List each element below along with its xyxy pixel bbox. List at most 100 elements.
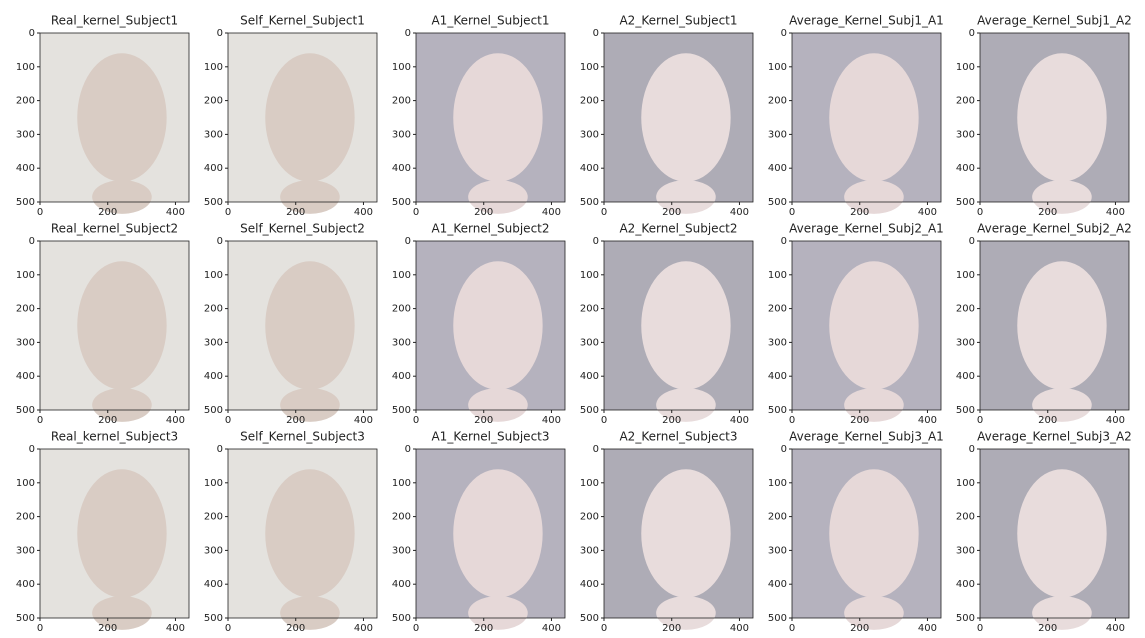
neck: [92, 596, 152, 630]
y-tick-label: 300: [956, 545, 975, 556]
x-tick-label: 400: [542, 207, 561, 218]
axes-title: Self_Kernel_Subject3: [240, 430, 365, 444]
x-tick-label: 400: [1106, 207, 1125, 218]
face: [829, 261, 919, 390]
neck: [280, 180, 340, 214]
neck: [468, 596, 528, 630]
y-tick-label: 100: [392, 62, 411, 73]
y-tick-label: 0: [29, 236, 35, 247]
y-tick-label: 400: [16, 371, 35, 382]
y-tick-label: 200: [580, 96, 599, 107]
x-tick-label: 200: [662, 415, 681, 426]
neck: [844, 180, 904, 214]
axes-title: A1_Kernel_Subject3: [431, 430, 549, 444]
x-tick-label: 0: [789, 207, 795, 218]
face: [453, 469, 543, 598]
axes-title: Self_Kernel_Subject1: [240, 14, 365, 28]
axes-title: Average_Kernel_Subj2_A2: [977, 222, 1132, 236]
axes-title: Average_Kernel_Subj1_A1: [789, 14, 944, 28]
neck: [656, 596, 716, 630]
y-tick-label: 200: [956, 96, 975, 107]
y-tick-label: 400: [768, 163, 787, 174]
x-tick-label: 0: [225, 207, 231, 218]
x-tick-label: 400: [542, 623, 561, 634]
y-tick-label: 0: [217, 28, 223, 39]
axes-title: A1_Kernel_Subject2: [431, 222, 549, 236]
x-tick-label: 200: [286, 207, 305, 218]
y-tick-label: 200: [956, 512, 975, 523]
y-tick-label: 300: [956, 337, 975, 348]
y-tick-label: 100: [16, 270, 35, 281]
y-tick-label: 200: [204, 304, 223, 315]
x-tick-label: 400: [166, 623, 185, 634]
axes-title: A2_Kernel_Subject2: [619, 222, 737, 236]
face: [453, 53, 543, 182]
y-tick-label: 500: [392, 197, 411, 208]
x-tick-label: 0: [413, 623, 419, 634]
y-tick-label: 500: [204, 613, 223, 624]
face: [641, 53, 731, 182]
x-tick-label: 0: [977, 415, 983, 426]
x-tick-label: 400: [1106, 623, 1125, 634]
axes-title: Average_Kernel_Subj1_A2: [977, 14, 1132, 28]
x-tick-label: 0: [37, 207, 43, 218]
x-tick-label: 0: [789, 623, 795, 634]
x-tick-label: 200: [850, 207, 869, 218]
axes-frame: [603, 240, 754, 411]
face: [641, 261, 731, 390]
axes-frame: [979, 448, 1130, 619]
x-tick-label: 0: [225, 415, 231, 426]
y-tick-label: 0: [593, 236, 599, 247]
x-tick-label: 0: [37, 623, 43, 634]
face: [1017, 469, 1107, 598]
axes-frame: [979, 240, 1130, 411]
x-tick-label: 200: [662, 623, 681, 634]
neck: [280, 596, 340, 630]
x-tick-label: 200: [1038, 623, 1057, 634]
x-tick-label: 0: [225, 623, 231, 634]
y-tick-label: 0: [217, 444, 223, 455]
axes-frame: [39, 240, 190, 411]
y-tick-label: 0: [593, 444, 599, 455]
y-tick-label: 200: [580, 304, 599, 315]
y-tick-label: 500: [768, 197, 787, 208]
y-tick-label: 500: [16, 613, 35, 624]
y-tick-label: 300: [580, 337, 599, 348]
x-tick-label: 200: [850, 415, 869, 426]
neck: [1032, 180, 1092, 214]
neck: [280, 388, 340, 422]
y-tick-label: 500: [392, 405, 411, 416]
y-tick-label: 400: [580, 163, 599, 174]
y-tick-label: 300: [580, 545, 599, 556]
x-tick-label: 400: [354, 623, 373, 634]
y-tick-label: 0: [969, 236, 975, 247]
y-tick-label: 300: [580, 129, 599, 140]
y-tick-label: 500: [580, 197, 599, 208]
y-tick-label: 0: [405, 236, 411, 247]
y-tick-label: 500: [204, 197, 223, 208]
y-tick-label: 300: [392, 337, 411, 348]
y-tick-label: 500: [580, 405, 599, 416]
y-tick-label: 500: [768, 613, 787, 624]
y-tick-label: 100: [956, 478, 975, 489]
x-tick-label: 0: [977, 207, 983, 218]
y-tick-label: 100: [580, 62, 599, 73]
neck: [468, 180, 528, 214]
y-tick-label: 400: [768, 371, 787, 382]
axes-title: A2_Kernel_Subject3: [619, 430, 737, 444]
axes-frame: [227, 240, 378, 411]
y-tick-label: 500: [580, 613, 599, 624]
y-tick-label: 500: [956, 613, 975, 624]
y-tick-label: 200: [16, 512, 35, 523]
y-tick-label: 400: [768, 579, 787, 590]
axes-title: Real_kernel_Subject2: [51, 222, 178, 236]
y-tick-label: 200: [768, 304, 787, 315]
y-tick-label: 100: [768, 62, 787, 73]
neck: [92, 180, 152, 214]
y-tick-label: 0: [781, 236, 787, 247]
axes-frame: [227, 32, 378, 203]
y-tick-label: 0: [217, 236, 223, 247]
x-tick-label: 200: [1038, 207, 1057, 218]
x-tick-label: 400: [166, 207, 185, 218]
